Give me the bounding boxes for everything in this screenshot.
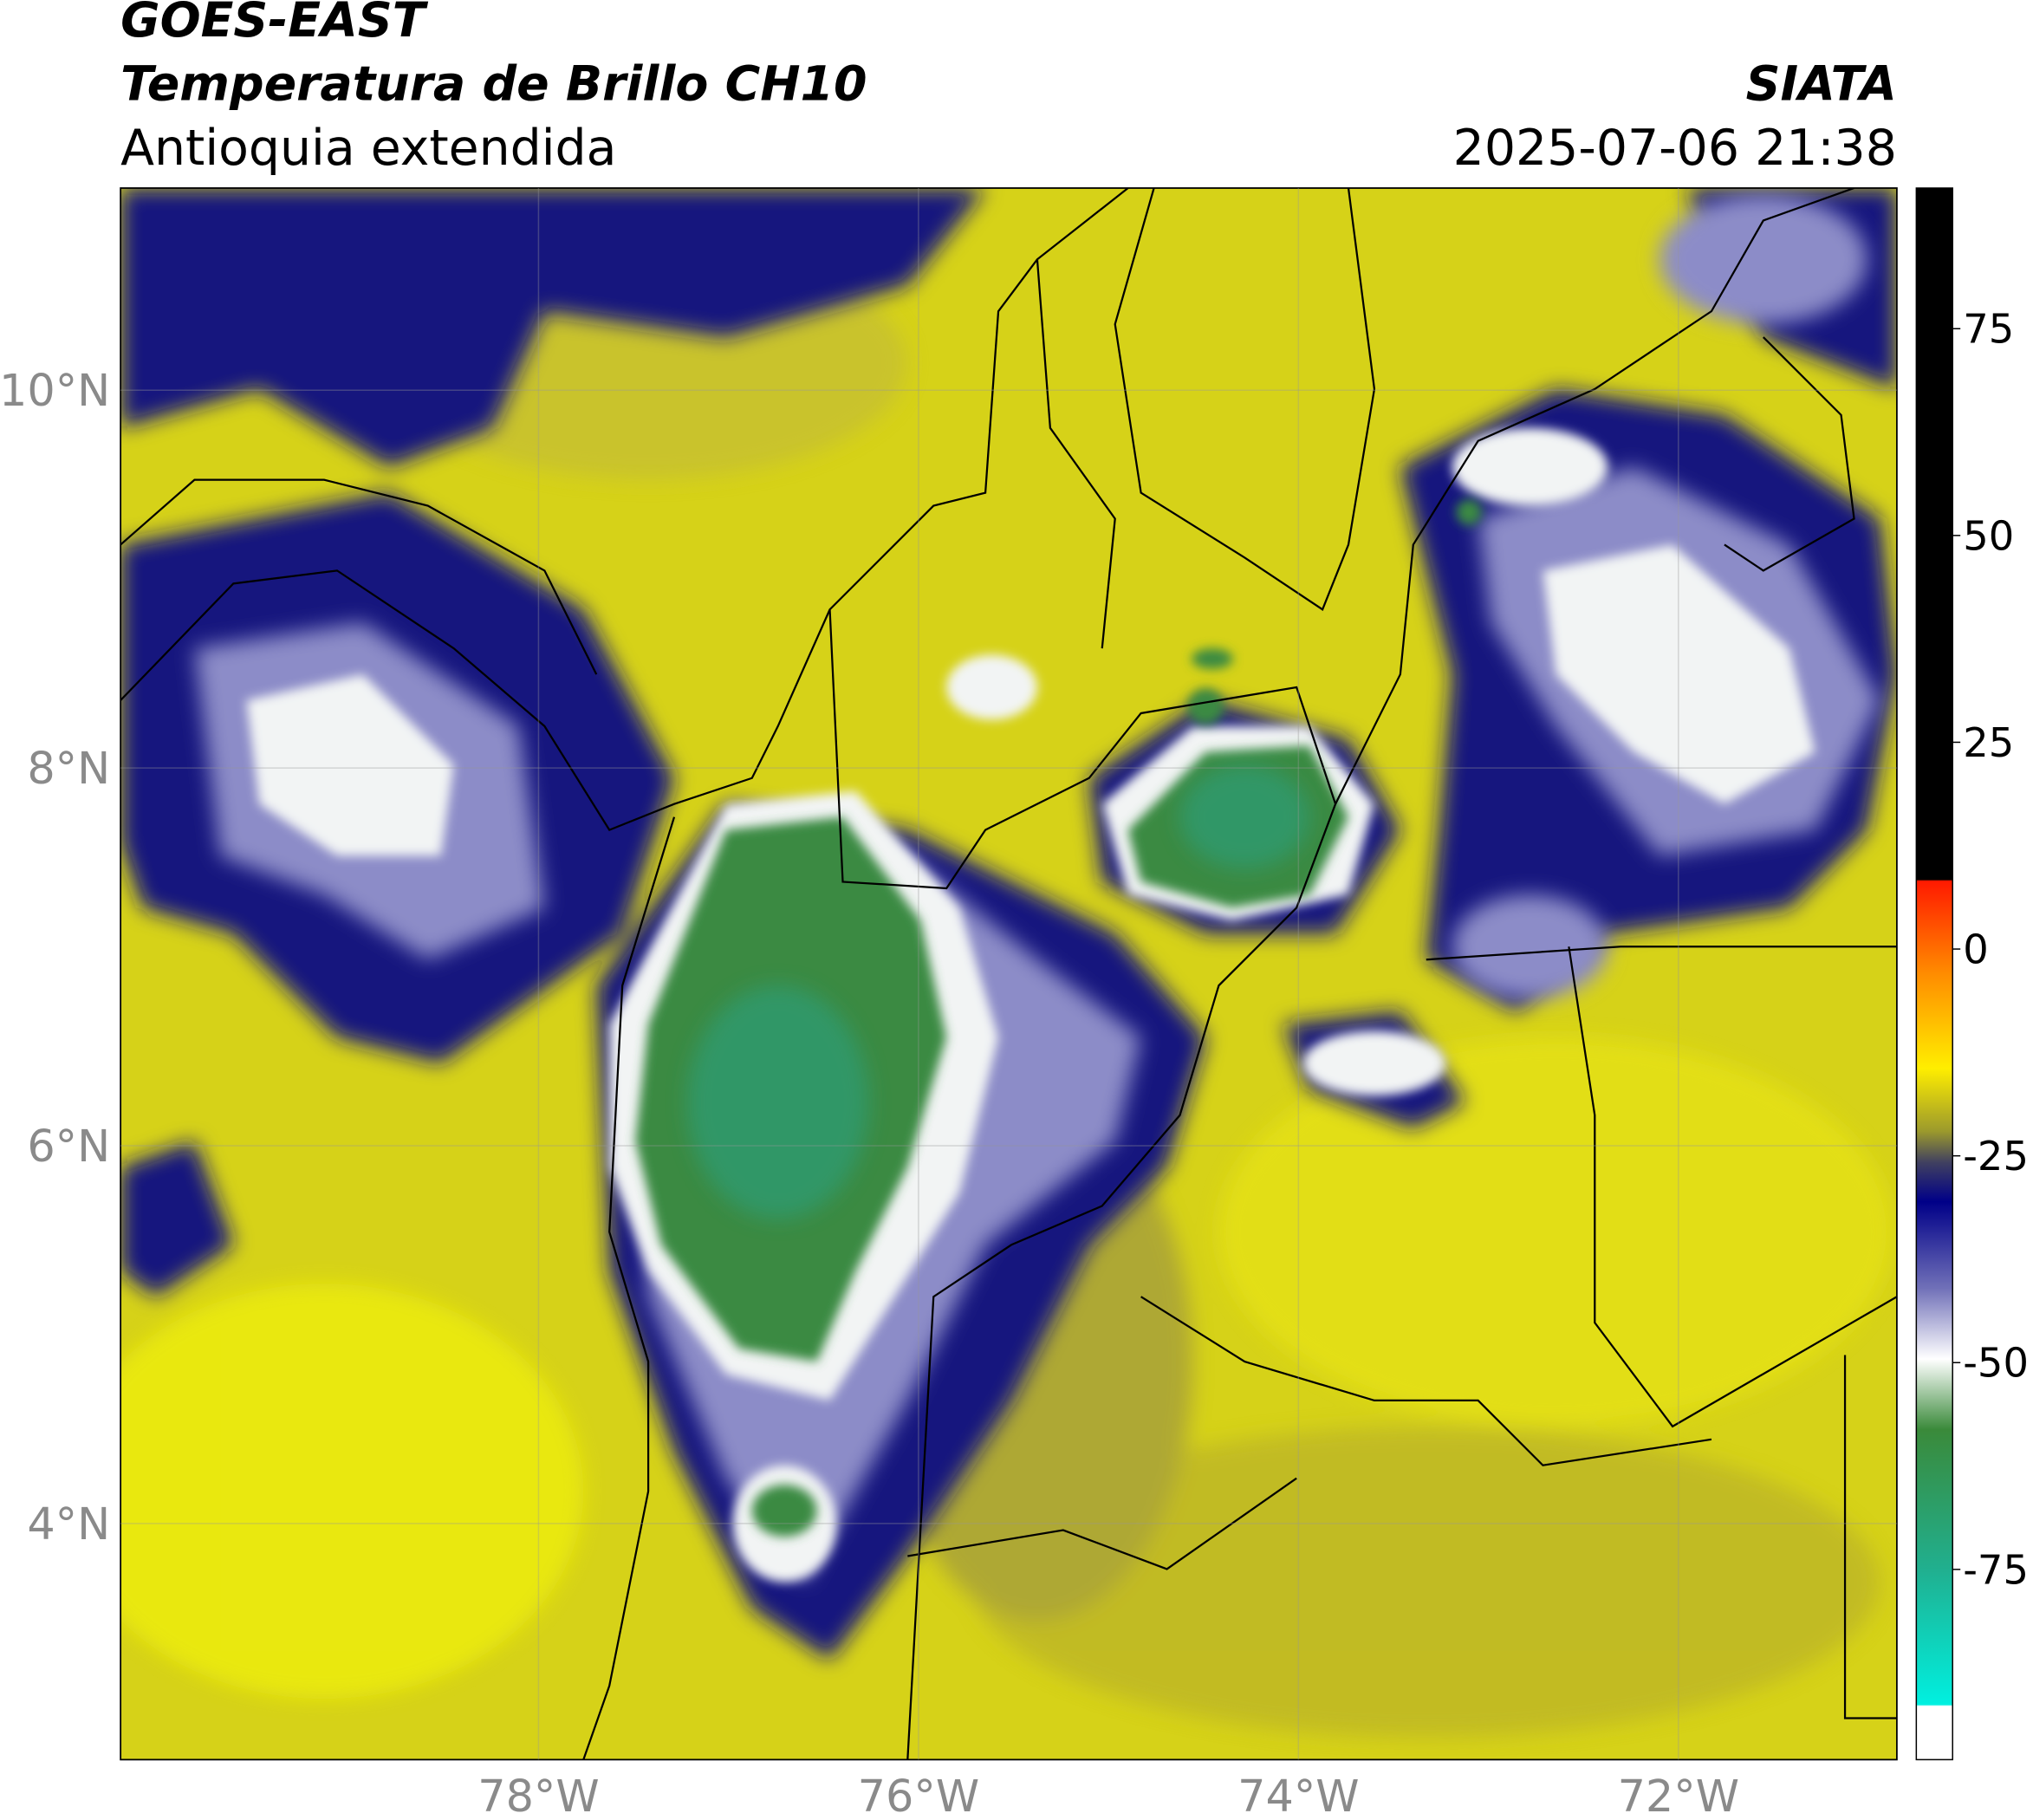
- datetime: 2025-07-06 21:38: [1453, 120, 1897, 177]
- lon-tick-label: 72°W: [1618, 1771, 1739, 1820]
- colorbar-tick-label: 25: [1963, 719, 2014, 766]
- colorbar-tick-label: -25: [1963, 1133, 2029, 1180]
- colorbar-tick-label: -75: [1963, 1546, 2029, 1593]
- map-frame: [120, 187, 1898, 1761]
- lon-tick-label: 74°W: [1237, 1771, 1359, 1820]
- satellite-image: [120, 188, 1897, 1760]
- lat-tick-label: 10°N: [0, 365, 110, 416]
- title-source: GOES-EAST: [120, 0, 429, 49]
- lat-tick-label: 6°N: [27, 1121, 110, 1172]
- colorbar-tick-label: 50: [1963, 512, 2014, 559]
- lat-tick-label: 4°N: [27, 1498, 110, 1550]
- lat-tick-label: 8°N: [27, 743, 110, 794]
- title-product: Temperatura de Brillo CH10: [120, 56, 867, 112]
- colorbar-tick-label: -50: [1963, 1340, 2029, 1387]
- agency: SIATA: [1746, 56, 1897, 112]
- subtitle-region: Antioquia extendida: [120, 120, 616, 177]
- colorbar-tick-label: 75: [1963, 306, 2014, 353]
- colorbar: [1915, 187, 1953, 1761]
- colorbar-tick-label: 0: [1963, 926, 1989, 973]
- lon-tick-label: 76°W: [858, 1771, 979, 1820]
- lon-tick-label: 78°W: [477, 1771, 599, 1820]
